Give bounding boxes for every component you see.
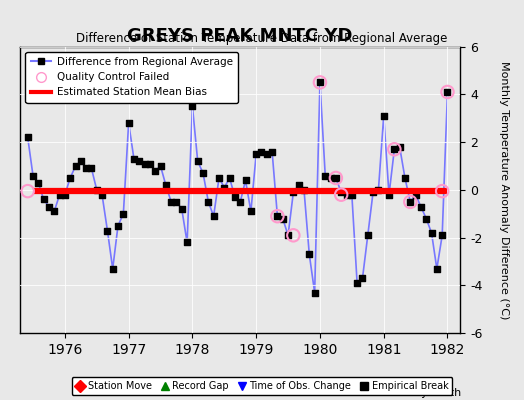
Point: [161, 182, 170, 188]
Point: [66, 175, 74, 181]
Point: [332, 175, 340, 181]
Point: [236, 199, 244, 205]
Point: [406, 199, 414, 205]
Point: [204, 199, 213, 205]
Point: [82, 165, 90, 172]
Point: [220, 184, 228, 191]
Point: [29, 172, 37, 179]
Point: [130, 156, 138, 162]
Point: [438, 232, 446, 238]
Point: [24, 134, 32, 140]
Point: [125, 120, 133, 126]
Point: [215, 175, 223, 181]
Point: [242, 177, 250, 184]
Point: [438, 188, 446, 194]
Legend: Station Move, Record Gap, Time of Obs. Change, Empirical Break: Station Move, Record Gap, Time of Obs. C…: [72, 377, 452, 395]
Point: [342, 192, 351, 198]
Point: [294, 182, 303, 188]
Point: [71, 163, 80, 169]
Point: [337, 192, 345, 198]
Point: [417, 204, 425, 210]
Point: [231, 194, 239, 200]
Point: [422, 215, 430, 222]
Point: [172, 199, 181, 205]
Point: [337, 189, 345, 196]
Point: [433, 266, 441, 272]
Point: [390, 146, 399, 152]
Point: [326, 175, 335, 181]
Point: [263, 151, 271, 157]
Point: [411, 192, 420, 198]
Point: [88, 165, 96, 172]
Point: [257, 148, 266, 155]
Point: [93, 187, 101, 193]
Point: [316, 79, 324, 86]
Point: [210, 213, 218, 219]
Point: [252, 151, 260, 157]
Point: [140, 160, 149, 167]
Point: [225, 175, 234, 181]
Point: [103, 227, 112, 234]
Point: [146, 160, 154, 167]
Point: [443, 89, 452, 95]
Point: [347, 192, 356, 198]
Point: [310, 290, 319, 296]
Point: [247, 208, 255, 215]
Legend: Difference from Regional Average, Quality Control Failed, Estimated Station Mean: Difference from Regional Average, Qualit…: [26, 52, 238, 102]
Point: [273, 213, 281, 219]
Point: [401, 175, 409, 181]
Point: [183, 239, 191, 246]
Point: [390, 146, 399, 152]
Y-axis label: Monthly Temperature Anomaly Difference (°C): Monthly Temperature Anomaly Difference (…: [499, 61, 509, 319]
Point: [358, 275, 367, 282]
Point: [114, 222, 122, 229]
Point: [316, 79, 324, 86]
Point: [321, 172, 330, 179]
Title: GREYS PEAK MNTC YD: GREYS PEAK MNTC YD: [127, 27, 353, 45]
Point: [364, 232, 372, 238]
Point: [108, 266, 117, 272]
Point: [56, 192, 64, 198]
Text: Berkeley Earth: Berkeley Earth: [379, 388, 461, 398]
Point: [178, 206, 186, 212]
Point: [188, 103, 196, 110]
Point: [396, 144, 404, 150]
Point: [193, 158, 202, 164]
Point: [379, 113, 388, 119]
Point: [443, 89, 452, 95]
Point: [374, 187, 383, 193]
Point: [45, 204, 53, 210]
Point: [77, 158, 85, 164]
Text: Difference of Station Temperature Data from Regional Average: Difference of Station Temperature Data f…: [77, 32, 447, 45]
Point: [273, 213, 281, 219]
Point: [199, 170, 208, 176]
Point: [50, 208, 58, 215]
Point: [156, 163, 165, 169]
Point: [406, 199, 414, 205]
Point: [98, 192, 106, 198]
Point: [34, 180, 42, 186]
Point: [279, 215, 287, 222]
Point: [428, 230, 436, 236]
Point: [305, 251, 313, 258]
Point: [369, 189, 377, 196]
Point: [385, 192, 393, 198]
Point: [119, 211, 127, 217]
Point: [332, 175, 340, 181]
Point: [300, 187, 308, 193]
Point: [289, 232, 298, 238]
Point: [167, 199, 176, 205]
Point: [135, 158, 144, 164]
Point: [268, 148, 276, 155]
Point: [289, 189, 298, 196]
Point: [61, 192, 69, 198]
Point: [24, 188, 32, 194]
Point: [39, 196, 48, 203]
Point: [284, 232, 292, 238]
Point: [151, 168, 159, 174]
Point: [353, 280, 362, 286]
